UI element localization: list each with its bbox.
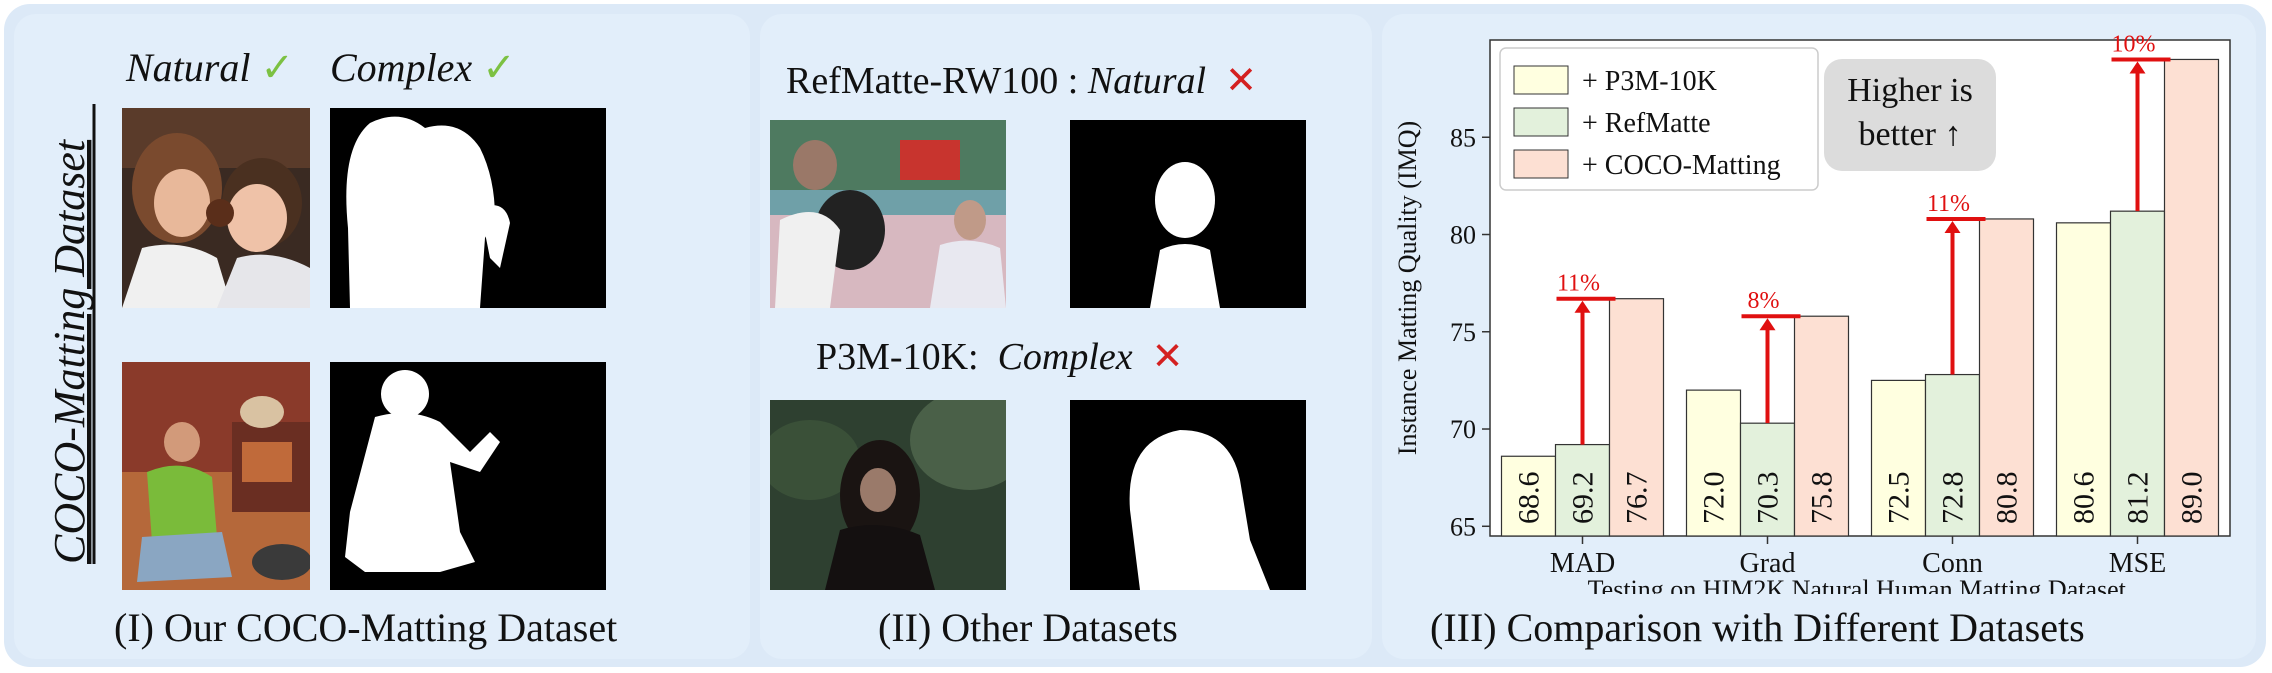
legend-swatch [1513,149,1569,179]
cross-icon: ✕ [1225,58,1257,102]
matte-refmatte [1070,120,1306,308]
p3m-row-label: P3M-10K: Complex ✕ [816,334,1184,378]
bar [2055,222,2112,537]
bar [1793,315,1850,537]
panel1-caption: (I) Our COCO-Matting Dataset [114,605,618,650]
gain-label: 10% [2112,31,2156,57]
cross-icon: ✕ [1151,334,1184,378]
gain-arrow-head [1759,318,1776,331]
photo-p3m [770,400,1006,590]
x-tick-label: MSE [2109,548,2167,579]
bar [1685,389,1742,537]
photo-two-women [122,108,310,308]
panel-coco-matting: COCO-Matting Dataset Natural ✓ Complex ✓ [14,14,750,659]
imq-bar-chart: 65 70 75 80 85 Instance Matting Quality (IMQ)… [1393,31,2231,594]
bar-value-label: 75.8 [1806,472,1839,525]
bar-value-label: 69.2 [1567,472,1600,525]
higher-is-better-note: Higher is better ↑ [1824,59,1996,171]
bar [2109,210,2166,537]
vertical-title-text: COCO-Matting Dataset [45,138,94,564]
legend-entry: + RefMatte [1582,108,1711,139]
gain-arrow-head [2129,61,2146,74]
y-tick-label: 80 [1450,221,1476,250]
gain-label: 11% [1557,271,1600,297]
check-icon: ✓ [482,45,516,90]
bar-value-label: 72.0 [1698,472,1731,525]
bar-value-label: 80.8 [1991,472,2024,525]
gain-label: 11% [1927,191,1970,217]
panel-comparison: 65 70 75 80 85 Instance Matting Quality (IMQ)… [1382,14,2256,659]
coco-matting-vertical-title: COCO-Matting Dataset [45,104,96,564]
bar-value-label: 68.6 [1513,472,1546,525]
legend-entry: + P3M-10K [1582,66,1717,97]
y-tick-label: 85 [1450,123,1476,152]
x-tick-label: MAD [1550,548,1615,579]
y-axis-label: Instance Matting Quality (IMQ) [1393,121,1422,455]
legend-entry: + COCO-Matting [1582,150,1781,181]
bar-value-label: 81.2 [2122,472,2155,525]
legend-box [1499,47,1819,191]
photo-boy-dog [122,362,310,590]
matte-boy [330,362,606,590]
y-tick-label: 75 [1450,318,1476,347]
complex-label: Complex ✓ [330,45,516,90]
natural-label: Natural ✓ [126,45,294,90]
legend-swatch [1513,65,1569,95]
panel-other-datasets: RefMatte-RW100 : Natural ✕ P3M-10K: Comp… [760,14,1372,659]
bar [1870,379,1927,537]
bar-value-label: 72.8 [1937,472,1970,525]
panel2-caption: (II) Other Datasets [878,605,1178,650]
legend-swatch [1513,107,1569,137]
bar [1739,422,1796,537]
panel3-caption: (III) Comparison with Different Datasets [1430,605,2085,650]
bar [1608,298,1665,537]
matte-two-women [330,108,606,308]
gain-arrow-head [1944,220,1961,233]
check-icon: ✓ [260,45,294,90]
gain-arrow-head [1574,300,1591,313]
y-tick-label: 70 [1450,415,1476,444]
x-tick-label: Conn [1922,548,1983,579]
y-tick-label: 65 [1450,512,1476,541]
matte-p3m [1070,400,1306,590]
bar-value-label: 70.3 [1752,472,1785,525]
bar [2163,58,2220,537]
x-tick-label: Grad [1740,548,1796,579]
bar-value-label: 76.7 [1621,472,1654,525]
photo-refmatte [770,120,1006,308]
refmatte-row-label: RefMatte-RW100 : Natural ✕ [786,58,1257,102]
x-axis-label: Testing on HIM2K Natural Human Matting D… [1588,575,2133,594]
bar [1500,455,1557,537]
bar-value-label: 80.6 [2068,472,2101,525]
gain-label: 8% [1748,288,1780,314]
bar-value-label: 89.0 [2176,472,2209,525]
bar [1978,218,2035,537]
bar-value-label: 72.5 [1883,472,1916,525]
